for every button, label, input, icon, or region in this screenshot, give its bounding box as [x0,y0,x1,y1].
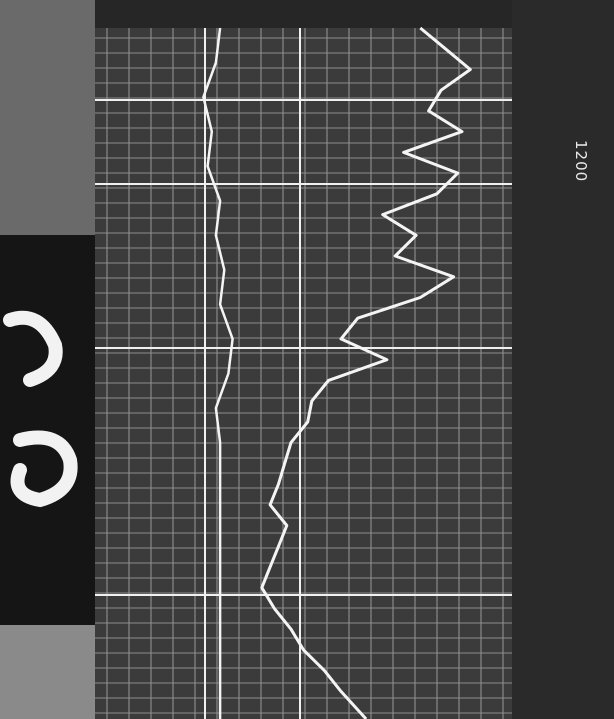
handwritten-stroke-2 [10,430,78,508]
grid-panel [95,28,512,719]
left-film-strip-light-bottom [0,625,95,719]
handwritten-stroke-1 [3,310,63,387]
right-margin [512,0,614,719]
left-film-strip-light [0,0,95,235]
log-traces [202,26,472,719]
depth-label: 1200 [572,140,590,183]
log-trace-1 [260,26,472,719]
log-grid [95,28,512,719]
handwritten-mark [3,310,78,508]
log-trace-2 [202,27,234,719]
